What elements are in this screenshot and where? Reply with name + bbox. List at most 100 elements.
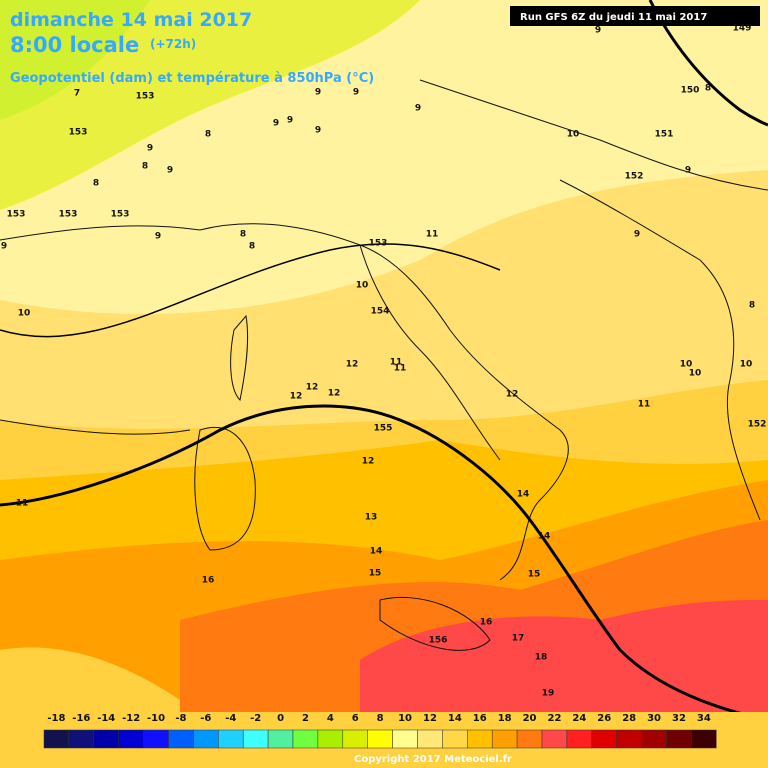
contour-label: 12: [506, 390, 519, 400]
scale-swatch: [666, 729, 692, 749]
contour-label: 10: [740, 360, 753, 370]
contour-label: 17: [512, 634, 525, 644]
contour-label: 12: [362, 457, 375, 467]
scale-label: 18: [498, 713, 512, 724]
contour-label: 150: [681, 86, 700, 96]
contour-label: 8: [240, 230, 246, 240]
contour-label: 153: [7, 210, 26, 220]
map-lead: (+72h): [150, 37, 196, 51]
contour-label: 152: [625, 172, 644, 182]
contour-label: 151: [655, 130, 674, 140]
contour-label: 14: [538, 532, 551, 542]
contour-label: 149: [733, 24, 752, 34]
scale-swatch: [442, 729, 468, 749]
scale-swatch: [566, 729, 593, 749]
contour-label: 153: [136, 92, 155, 102]
contour-label: 153: [69, 128, 88, 138]
scale-swatch: [541, 729, 568, 749]
scale-swatch: [417, 729, 443, 749]
contour-label: 12: [306, 383, 319, 393]
scale-swatch: [516, 729, 543, 749]
scale-swatch: [193, 729, 219, 749]
contour-label: 9: [595, 26, 601, 36]
scale-swatch: [93, 729, 119, 749]
contour-label: 9: [147, 144, 153, 154]
contour-label: 14: [370, 547, 383, 557]
scale-label: 2: [302, 713, 309, 724]
contour-label: 154: [371, 307, 390, 317]
contour-label: 9: [273, 119, 279, 129]
contour-label: 152: [748, 420, 767, 430]
zone-cooler: [0, 0, 150, 120]
map-date: dimanche 14 mai 2017: [10, 9, 252, 31]
contour-label: 12: [346, 360, 359, 370]
contour-label: 9: [1, 242, 7, 252]
scale-label: 0: [277, 713, 284, 724]
scale-swatch: [342, 729, 368, 749]
run-box: [510, 6, 760, 26]
scale-label: 12: [423, 713, 437, 724]
contour-label: 11: [390, 358, 403, 368]
contour-label: 12: [290, 392, 303, 402]
contour-label: 9: [287, 116, 293, 126]
scale-label: 32: [672, 713, 686, 724]
contour-label: 10: [689, 369, 702, 379]
contour-label: 8: [705, 84, 711, 94]
contour-label: 9: [315, 126, 321, 136]
contour-label: 9: [685, 166, 691, 176]
scale-label: -6: [200, 713, 211, 724]
contour-label: 11: [638, 400, 651, 410]
contour-label: 8: [93, 179, 99, 189]
scale-label: -14: [97, 713, 115, 724]
contour-label: 153: [369, 239, 388, 249]
contour-label: 11: [426, 230, 439, 240]
contour-label: 13: [365, 513, 378, 523]
scale-swatch: [218, 729, 244, 749]
contour-label: 9: [315, 88, 321, 98]
scale-swatch: [616, 729, 642, 749]
contour-label: 8: [205, 130, 211, 140]
contour-label: 9: [155, 232, 161, 242]
scale-swatch: [68, 729, 95, 749]
scale-swatch: [292, 729, 319, 749]
scale-label: 8: [377, 713, 384, 724]
zone-west: [0, 647, 180, 720]
contour-label: 16: [480, 618, 493, 628]
contour-label: 153: [59, 210, 78, 220]
contour-label: 9: [353, 88, 359, 98]
scale-swatch: [367, 729, 393, 749]
scale-label: -16: [72, 713, 90, 724]
scale-label: 30: [647, 713, 661, 724]
scale-label: -10: [147, 713, 165, 724]
scale-label: 28: [622, 713, 636, 724]
scale-label: 10: [398, 713, 412, 724]
copyright: Copyright 2017 Meteociel.fr: [354, 754, 512, 765]
contour-label: 8: [142, 162, 148, 172]
zone-22: [360, 600, 768, 720]
contour-label: 16: [202, 576, 215, 586]
scale-swatch: [591, 729, 617, 749]
contour-label: 18: [535, 653, 548, 663]
scale-label: -12: [122, 713, 140, 724]
scale-label: -8: [175, 713, 186, 724]
contour-label: 11: [16, 499, 29, 509]
contour-label: 8: [249, 242, 255, 252]
scale-swatch: [467, 729, 493, 749]
contour-label: 11: [394, 364, 407, 374]
coastlines: [0, 79, 768, 651]
scale-label: 4: [327, 713, 334, 724]
color-scale: -18 -16 -14 -12 -10 -8 -6 -4 -2 0 2 4 6 8 10 12 14 16 18 20…: [43, 713, 717, 749]
scale-label: 20: [523, 713, 537, 724]
scale-swatch: [118, 729, 144, 749]
scale-swatch: [641, 729, 667, 749]
contour-label: 10: [18, 309, 31, 319]
scale-swatch: [392, 729, 418, 749]
scale-label: -2: [250, 713, 261, 724]
scale-swatch: [267, 729, 294, 749]
contour-label: 15: [369, 569, 382, 579]
contour-label: 156: [429, 636, 448, 646]
contour-label: 10: [680, 360, 693, 370]
contour-label: 9: [167, 166, 173, 176]
map-time: 8:00 locale: [10, 33, 139, 57]
